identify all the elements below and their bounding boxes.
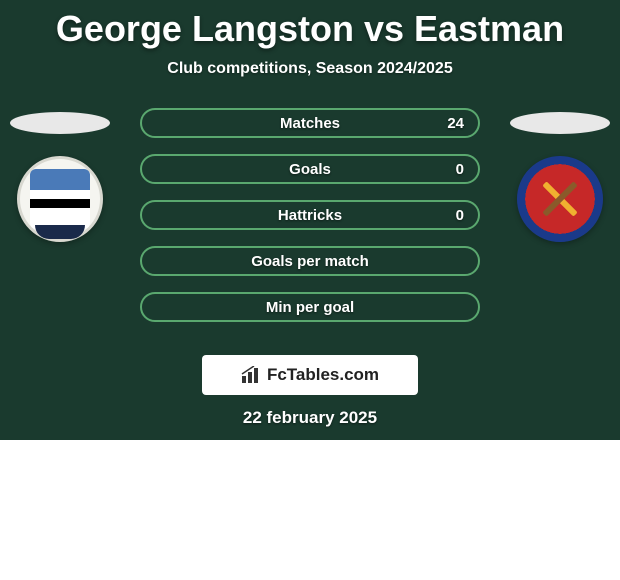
- player-silhouette-left: [10, 112, 110, 134]
- stat-label: Matches: [280, 115, 340, 132]
- stat-row-goals-per-match: Goals per match: [140, 246, 480, 276]
- stat-label: Hattricks: [278, 207, 342, 224]
- club-crest-icon: [540, 179, 580, 219]
- stats-list: Matches 24 Goals 0 Hattricks 0 Goals per…: [140, 108, 480, 338]
- bar-chart-icon: [241, 366, 263, 384]
- stat-label: Goals per match: [251, 253, 369, 270]
- date-label: 22 february 2025: [0, 408, 620, 428]
- player-silhouette-right: [510, 112, 610, 134]
- stat-right-value: 24: [447, 115, 464, 132]
- stat-label: Min per goal: [266, 299, 354, 316]
- stat-row-goals: Goals 0: [140, 154, 480, 184]
- subtitle: Club competitions, Season 2024/2025: [0, 60, 620, 78]
- club-badge-right: [517, 156, 603, 242]
- player-left-column: [0, 108, 120, 242]
- club-crest-icon: [30, 169, 90, 229]
- page-title: George Langston vs Eastman: [0, 0, 620, 50]
- player-right-column: [500, 108, 620, 242]
- stat-label: Goals: [289, 161, 331, 178]
- stat-row-matches: Matches 24: [140, 108, 480, 138]
- stat-right-value: 0: [456, 207, 464, 224]
- watermark: FcTables.com: [202, 355, 418, 395]
- watermark-text: FcTables.com: [267, 365, 379, 385]
- stat-row-min-per-goal: Min per goal: [140, 292, 480, 322]
- stat-row-hattricks: Hattricks 0: [140, 200, 480, 230]
- stat-right-value: 0: [456, 161, 464, 178]
- club-badge-left: [17, 156, 103, 242]
